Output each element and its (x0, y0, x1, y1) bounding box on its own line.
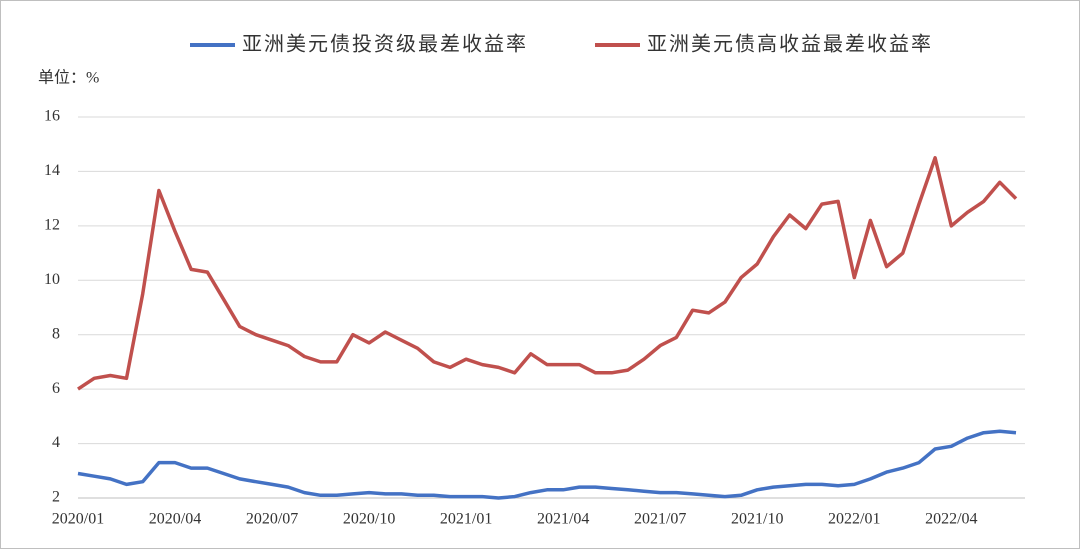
x-tick-label: 2022/04 (925, 511, 977, 528)
x-tick-label: 2021/07 (634, 511, 686, 528)
x-tick-label: 2021/01 (440, 511, 492, 528)
legend-label: 亚洲美元债高收益最差收益率 (647, 33, 933, 56)
y-tick-label: 6 (52, 380, 60, 397)
y-tick-label: 14 (44, 162, 60, 179)
y-tick-label: 12 (44, 217, 60, 234)
x-tick-label: 2021/04 (537, 511, 589, 528)
x-tick-label: 2020/01 (52, 511, 104, 528)
series-line (77, 429, 1017, 500)
x-tick-label: 2022/01 (828, 511, 880, 528)
y-tick-label: 16 (44, 108, 60, 125)
y-axis-label: 单位：% (38, 69, 99, 87)
x-tick-label: 2020/07 (246, 511, 298, 528)
x-tick-label: 2020/04 (149, 511, 201, 528)
x-tick-label: 2021/10 (731, 511, 783, 528)
y-tick-label: 2 (52, 489, 60, 506)
legend-label: 亚洲美元债投资级最差收益率 (242, 33, 528, 56)
series-line (77, 156, 1018, 391)
y-tick-label: 8 (52, 325, 60, 342)
y-tick-label: 10 (44, 271, 60, 288)
y-tick-label: 4 (52, 434, 60, 451)
x-tick-label: 2020/10 (343, 511, 395, 528)
